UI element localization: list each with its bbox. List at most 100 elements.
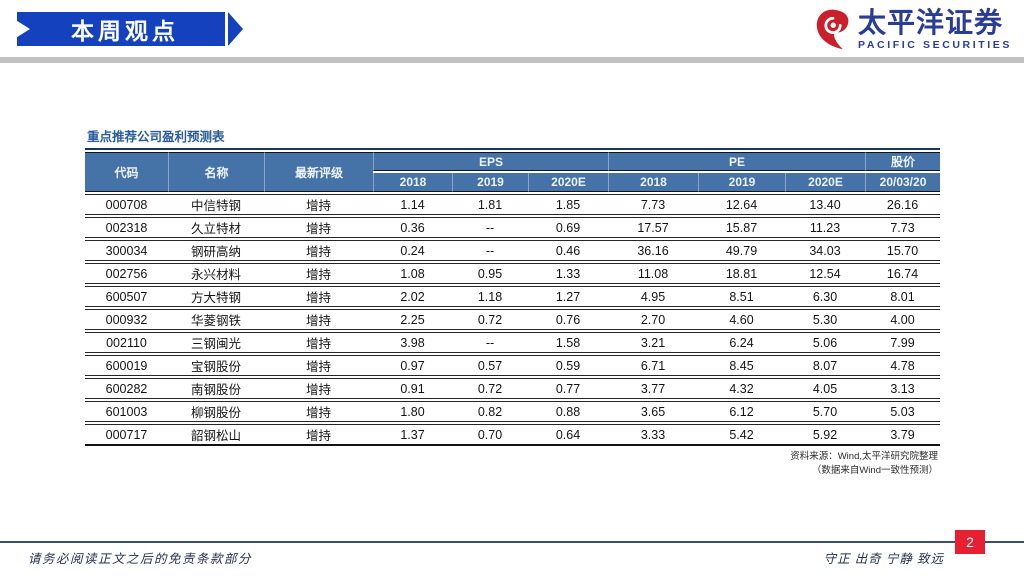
cell-pe-2020e: 12.54 <box>785 263 866 284</box>
cell-pe-2020e: 4.05 <box>785 378 866 399</box>
cell-name: 南钢股份 <box>168 378 264 399</box>
cell-name: 久立特材 <box>168 217 264 238</box>
cell-eps-2020e: 0.88 <box>528 401 608 422</box>
cell-pe-2019: 6.24 <box>698 332 785 353</box>
cell-eps-2020e: 0.46 <box>528 240 608 261</box>
cell-eps-2018: 1.08 <box>373 263 452 284</box>
cell-eps-2020e: 1.85 <box>528 194 608 215</box>
cell-pe-2019: 8.51 <box>698 286 785 307</box>
cell-pe-2020e: 34.03 <box>785 240 866 261</box>
cell-name: 钢研高纳 <box>168 240 264 261</box>
cell-eps-2018: 2.02 <box>373 286 452 307</box>
cell-rating: 增持 <box>264 263 373 284</box>
table-title: 重点推荐公司盈利预测表 <box>87 130 225 144</box>
table-row: 000708 中信特钢 增持 1.14 1.81 1.85 7.73 12.64 13.40 26… <box>85 194 941 215</box>
cell-rating: 增持 <box>264 332 373 353</box>
cell-price: 15.70 <box>865 240 941 261</box>
cell-name: 柳钢股份 <box>168 401 264 422</box>
cell-rating: 增持 <box>264 217 373 238</box>
header-divider <box>0 57 1024 63</box>
cell-pe-2018: 11.08 <box>608 263 698 284</box>
cell-price: 8.01 <box>865 286 941 307</box>
cell-price: 16.74 <box>865 263 941 284</box>
cell-pe-2019: 6.12 <box>698 401 785 422</box>
cell-pe-2020e: 5.30 <box>785 309 866 330</box>
section-banner: 本周观点 <box>17 12 243 46</box>
subheader-2018: 2018 <box>608 173 698 192</box>
cell-eps-2018: 0.24 <box>373 240 452 261</box>
subheader-2019: 2019 <box>452 173 528 192</box>
cell-code: 300034 <box>85 240 168 261</box>
cell-name: 宝钢股份 <box>168 355 264 376</box>
subheader-2020E: 2020E <box>785 173 866 192</box>
subheader-20-03-20: 20/03/20 <box>865 173 941 192</box>
cell-rating: 增持 <box>264 401 373 422</box>
cell-eps-2019: 0.82 <box>452 401 528 422</box>
cell-price: 26.16 <box>865 194 941 215</box>
cell-eps-2020e: 0.64 <box>528 424 608 446</box>
cell-eps-2018: 1.14 <box>373 194 452 215</box>
table-group-header-row: 代码 名称 最新评级 EPS PE 股价 <box>85 152 941 192</box>
cell-pe-2018: 6.71 <box>608 355 698 376</box>
table-row: 002318 久立特材 增持 0.36 -- 0.69 17.57 15.87 11.23 7.7… <box>85 217 941 238</box>
cell-eps-2020e: 1.27 <box>528 286 608 307</box>
source-line-2: （数据来自Wind一致性预测） <box>811 464 938 476</box>
cell-code: 002110 <box>85 332 168 353</box>
table-row: 002110 三钢闽光 增持 3.98 -- 1.58 3.21 6.24 5.06 7.99 <box>85 332 941 353</box>
cell-pe-2018: 4.95 <box>608 286 698 307</box>
cell-name: 永兴材料 <box>168 263 264 284</box>
subheader-2020E: 2020E <box>528 173 608 192</box>
cell-eps-2019: 0.57 <box>452 355 528 376</box>
cell-eps-2020e: 1.58 <box>528 332 608 353</box>
company-name-cn: 太平洋证券 <box>858 7 1004 38</box>
cell-rating: 增持 <box>264 355 373 376</box>
cell-eps-2019: -- <box>452 217 528 238</box>
cell-pe-2019: 4.32 <box>698 378 785 399</box>
table-row: 300034 钢研高纳 增持 0.24 -- 0.46 36.16 49.79 34.03 15.… <box>85 240 941 261</box>
cell-eps-2019: 0.72 <box>452 378 528 399</box>
footer-disclaimer: 请务必阅读正文之后的免责条款部分 <box>28 552 253 566</box>
cell-eps-2018: 1.80 <box>373 401 452 422</box>
cell-pe-2018: 36.16 <box>608 240 698 261</box>
page-number-badge: 2 <box>955 530 985 554</box>
forecast-table-section: 重点推荐公司盈利预测表 代码 名称 最新评级 EPS PE 股价 2018 201… <box>85 126 941 478</box>
cell-code: 000932 <box>85 309 168 330</box>
cell-rating: 增持 <box>264 194 373 215</box>
section-title: 本周观点 <box>71 18 179 44</box>
cell-code: 002318 <box>85 217 168 238</box>
cell-code: 600282 <box>85 378 168 399</box>
table-subheader-row: 2018 2019 2020E 2018 2019 2020E 20/03/20 <box>85 173 941 192</box>
header-code: 代码 <box>85 152 168 192</box>
cell-price: 7.73 <box>865 217 941 238</box>
cell-name: 华菱钢铁 <box>168 309 264 330</box>
cell-eps-2019: 0.70 <box>452 424 528 446</box>
cell-pe-2019: 15.87 <box>698 217 785 238</box>
cell-eps-2020e: 0.77 <box>528 378 608 399</box>
cell-price: 4.00 <box>865 309 941 330</box>
cell-pe-2018: 17.57 <box>608 217 698 238</box>
cell-eps-2018: 3.98 <box>373 332 452 353</box>
forecast-table: 代码 名称 最新评级 EPS PE 股价 2018 2019 2020E 2018 20… <box>85 150 941 448</box>
cell-name: 中信特钢 <box>168 194 264 215</box>
header-name: 名称 <box>168 152 264 192</box>
table-body: 000708 中信特钢 增持 1.14 1.81 1.85 7.73 12.64 13.40 26… <box>85 194 941 446</box>
cell-rating: 增持 <box>264 378 373 399</box>
cell-pe-2020e: 8.07 <box>785 355 866 376</box>
footer-divider <box>0 541 1024 543</box>
cell-price: 3.79 <box>865 424 941 446</box>
table-row: 600507 方大特钢 增持 2.02 1.18 1.27 4.95 8.51 6.30 8.01 <box>85 286 941 307</box>
cell-pe-2018: 3.33 <box>608 424 698 446</box>
cell-name: 韶钢松山 <box>168 424 264 446</box>
cell-pe-2018: 2.70 <box>608 309 698 330</box>
cell-name: 方大特钢 <box>168 286 264 307</box>
cell-name: 三钢闽光 <box>168 332 264 353</box>
cell-eps-2018: 2.25 <box>373 309 452 330</box>
cell-pe-2019: 18.81 <box>698 263 785 284</box>
pacific-logo-icon <box>816 9 849 50</box>
company-logo: 太平洋证券 PACIFIC SECURITIES <box>815 8 1012 51</box>
header-price-group: 股价 <box>865 152 941 171</box>
section-banner-body: 本周观点 <box>17 12 225 46</box>
data-source-note: 资料来源：Wind,太平洋研究院整理 （数据来自Wind一致性预测） <box>85 450 940 478</box>
table-row: 000932 华菱钢铁 增持 2.25 0.72 0.76 2.70 4.60 5.30 4.00 <box>85 309 941 330</box>
